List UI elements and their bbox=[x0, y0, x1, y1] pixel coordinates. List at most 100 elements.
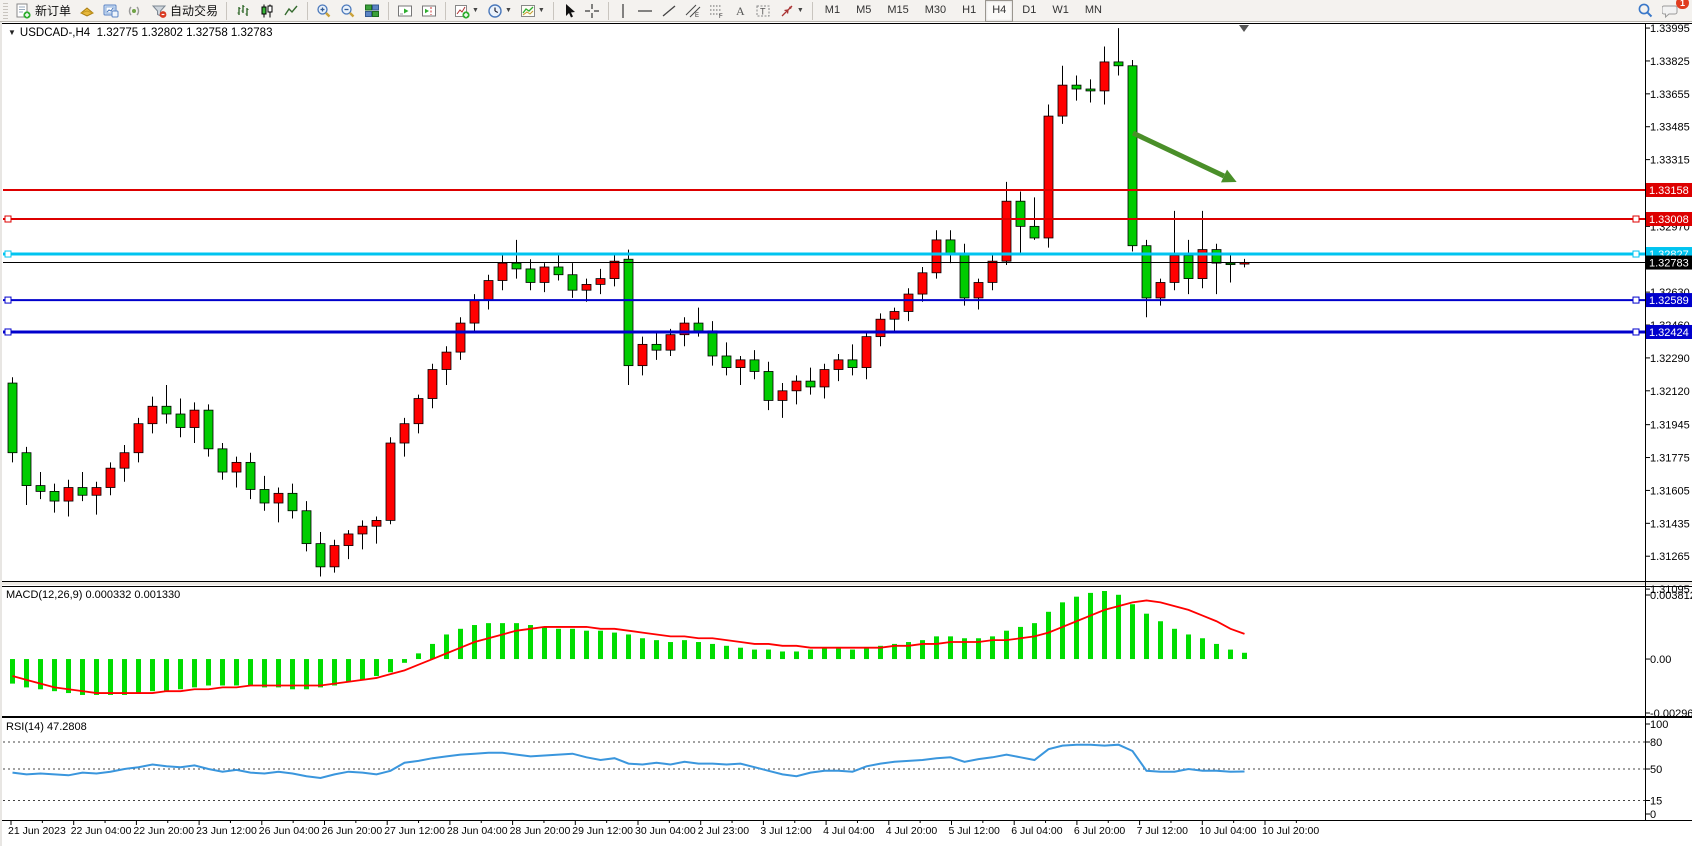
line-selection-handle[interactable] bbox=[1632, 215, 1640, 223]
fibonacci-button[interactable]: F bbox=[705, 0, 729, 22]
time-axis-label: 28 Jun 04:00 bbox=[447, 825, 508, 837]
chart-symbol-period: USDCAD-,H4 bbox=[19, 27, 91, 39]
zoom-in-button[interactable] bbox=[312, 0, 336, 22]
candle-bullish bbox=[1001, 200, 1012, 262]
timeframe-button-m5[interactable]: M5 bbox=[856, 3, 872, 16]
time-axis-label: 26 Jun 20:00 bbox=[322, 825, 383, 837]
timeframe-button-m15[interactable]: M15 bbox=[887, 3, 909, 16]
macd-histogram-bar bbox=[696, 642, 701, 660]
tile-windows-icon bbox=[364, 3, 380, 19]
macd-histogram-bar bbox=[710, 643, 715, 660]
candle-bullish bbox=[931, 239, 942, 274]
timeframe-button-mn[interactable]: MN bbox=[1084, 3, 1102, 16]
toolbar-separator bbox=[388, 1, 390, 20]
macd-axis-label: 0.00 bbox=[1650, 654, 1671, 666]
panel-splitter[interactable] bbox=[0, 582, 1692, 585]
macd-histogram-bar bbox=[780, 651, 785, 660]
toolbar-grip[interactable] bbox=[3, 2, 8, 19]
rsi-axis-label: 80 bbox=[1650, 737, 1662, 749]
crosshair-button[interactable] bbox=[580, 0, 604, 22]
trend-arrow-object[interactable] bbox=[1131, 130, 1226, 179]
price-tick-label: 1.33315 bbox=[1650, 155, 1690, 167]
zoom-out-button[interactable] bbox=[336, 0, 360, 22]
crosshair-icon bbox=[584, 3, 600, 19]
line-selection-handle[interactable] bbox=[1632, 250, 1640, 258]
new-order-button[interactable]: 新订单 bbox=[11, 0, 75, 22]
channel-button[interactable]: E bbox=[681, 0, 705, 22]
chart-shift-button[interactable] bbox=[417, 0, 441, 22]
chart-window[interactable]: 1.33995 1.33825 1.33655 1.33485 1.33315 1.331… bbox=[0, 22, 1692, 846]
line-chart-button[interactable] bbox=[279, 0, 303, 22]
periods-icon bbox=[487, 3, 503, 19]
tile-windows-button[interactable] bbox=[360, 0, 384, 22]
macd-histogram-bar bbox=[1032, 623, 1037, 660]
rsi-axis-label: 100 bbox=[1650, 719, 1668, 731]
vertical-line-icon bbox=[617, 3, 629, 19]
vertical-line-button[interactable] bbox=[613, 0, 633, 22]
chart-shift-marker[interactable] bbox=[1239, 25, 1249, 32]
indicators-button[interactable]: ▼ bbox=[450, 0, 483, 22]
candle-bullish bbox=[91, 487, 102, 496]
autotrading-button[interactable]: 自动交易 bbox=[147, 0, 222, 22]
candle-bearish bbox=[1225, 262, 1236, 266]
macd-histogram-bar bbox=[528, 625, 533, 660]
line-selection-handle[interactable] bbox=[4, 296, 12, 304]
candle-bearish bbox=[217, 448, 228, 473]
zoom-in-icon bbox=[316, 3, 332, 19]
search-button[interactable] bbox=[1633, 0, 1658, 22]
macd-histogram-bar bbox=[584, 630, 589, 660]
timeframe-button-h4[interactable]: H4 bbox=[985, 0, 1014, 22]
candle-bearish bbox=[1071, 84, 1082, 90]
periods-button[interactable]: ▼ bbox=[483, 0, 516, 22]
auto-scroll-button[interactable] bbox=[393, 0, 417, 22]
text-button[interactable]: A bbox=[729, 0, 751, 22]
candle-bearish bbox=[1113, 61, 1124, 67]
candle-bullish bbox=[147, 405, 158, 425]
candle-bullish bbox=[1099, 61, 1110, 92]
macd-histogram-bar bbox=[598, 630, 603, 660]
line-selection-handle[interactable] bbox=[1632, 328, 1640, 336]
candle-bullish bbox=[343, 533, 354, 546]
signals-button[interactable] bbox=[123, 0, 147, 22]
terminal-button[interactable] bbox=[99, 0, 123, 22]
timeframe-button-h1[interactable]: H1 bbox=[962, 3, 977, 16]
chart-title[interactable]: ▼ USDCAD-,H4 1.32775 1.32802 1.32758 1.32… bbox=[8, 27, 272, 39]
macd-histogram-bar bbox=[388, 659, 393, 673]
macd-histogram-bar bbox=[1060, 602, 1065, 660]
line-selection-handle[interactable] bbox=[4, 328, 12, 336]
arrows-tool-button[interactable]: ▼ bbox=[775, 0, 808, 22]
macd-histogram-bar bbox=[878, 645, 883, 660]
price-tag bbox=[1646, 293, 1692, 308]
macd-signal-line bbox=[12, 599, 1245, 694]
macd-histogram-bar bbox=[234, 659, 239, 686]
candlestick-button[interactable] bbox=[255, 0, 279, 22]
macd-histogram-bar bbox=[822, 647, 827, 660]
chart-canvas[interactable]: 1.33995 1.33825 1.33655 1.33485 1.33315 1.331… bbox=[0, 22, 1692, 846]
line-selection-handle[interactable] bbox=[4, 250, 12, 258]
templates-button[interactable]: ▼ bbox=[516, 0, 549, 22]
metaeditor-button[interactable] bbox=[75, 0, 99, 22]
chevron-down-icon[interactable]: ▼ bbox=[8, 28, 16, 37]
line-selection-handle[interactable] bbox=[1632, 296, 1640, 304]
candle-bearish bbox=[623, 258, 634, 367]
line-selection-handle[interactable] bbox=[4, 215, 12, 223]
toolbar-separator bbox=[607, 1, 609, 20]
terminal-icon bbox=[103, 3, 119, 19]
candle-bullish bbox=[63, 487, 74, 502]
candle-bearish bbox=[567, 274, 578, 291]
text-label-button[interactable]: T bbox=[751, 0, 775, 22]
candle-bearish bbox=[959, 253, 970, 299]
candle-bearish bbox=[749, 359, 760, 372]
bar-chart-button[interactable] bbox=[231, 0, 255, 22]
timeframe-button-m1[interactable]: M1 bbox=[824, 3, 841, 16]
timeframe-button-w1[interactable]: W1 bbox=[1052, 3, 1069, 16]
horizontal-line-button[interactable] bbox=[633, 0, 657, 22]
candle-bullish bbox=[273, 492, 284, 504]
timeframe-button-d1[interactable]: D1 bbox=[1022, 3, 1037, 16]
timeframe-button-m30[interactable]: M30 bbox=[924, 3, 947, 16]
autotrading-icon bbox=[151, 3, 167, 19]
cursor-button[interactable] bbox=[558, 0, 580, 22]
macd-histogram-bar bbox=[612, 632, 617, 660]
trendline-button[interactable] bbox=[657, 0, 681, 22]
notifications-button[interactable]: 1 bbox=[1658, 0, 1689, 22]
